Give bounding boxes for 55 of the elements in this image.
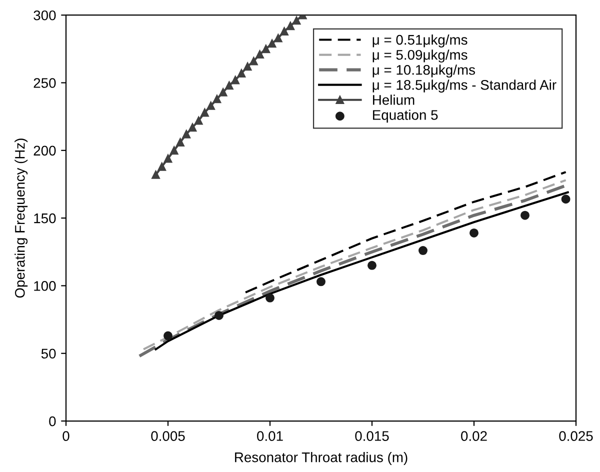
x-tick-label: 0.005 (151, 431, 185, 441)
y-tick-label: 0 (49, 416, 56, 426)
legend-label: Helium (373, 94, 414, 105)
point (520, 210, 530, 220)
line-series (244, 171, 567, 294)
y-tick-label: 250 (34, 78, 56, 88)
point (200, 108, 209, 117)
legend-label: μ = 10.18μkg/ms (372, 64, 476, 78)
point (212, 94, 222, 104)
point (170, 146, 178, 155)
point (218, 88, 228, 96)
y-tick-label: 50 (41, 348, 56, 359)
point (164, 154, 172, 163)
point (214, 310, 224, 320)
y-tick-label: 300 (34, 10, 56, 20)
point (262, 44, 270, 54)
x-tick-label: 0 (62, 431, 70, 441)
point (368, 260, 376, 270)
point (188, 123, 197, 132)
point (286, 22, 295, 30)
point (268, 39, 276, 48)
point (266, 293, 274, 302)
point (206, 102, 216, 110)
y-tick-label: 200 (34, 146, 56, 156)
point (225, 81, 234, 90)
point (561, 194, 570, 204)
point (176, 138, 184, 146)
point (182, 130, 191, 138)
point (250, 56, 258, 66)
y-tick-label: 150 (34, 213, 56, 224)
point (418, 246, 428, 256)
x-tick-label: 0.025 (559, 431, 593, 441)
x-tick-label: 0.01 (257, 431, 283, 441)
point (280, 27, 288, 36)
point (158, 162, 166, 171)
point (164, 331, 172, 340)
point (256, 50, 264, 59)
legend-label: μ = 0.51μkg/ms (372, 34, 468, 48)
legend-label: μ = 5.09μkg/ms (372, 50, 468, 63)
point (152, 170, 160, 179)
x-axis-title: Resonator Throat radius (m) (235, 452, 408, 465)
point (243, 62, 252, 71)
point (316, 277, 326, 286)
point (231, 76, 240, 84)
point (194, 116, 203, 125)
point (470, 228, 478, 238)
x-tick-label: 0.015 (355, 431, 389, 441)
x-tick-label: 0.02 (461, 431, 487, 441)
legend-label: μ = 18.5μkg/ms - Standard Air (372, 80, 556, 93)
point (292, 16, 301, 25)
y-tick-label: 100 (34, 281, 56, 291)
point (237, 69, 246, 78)
y-axis-title: Operating Frequency (Hz) (14, 138, 28, 298)
point (274, 34, 282, 42)
legend-label: Equation 5 (373, 110, 438, 123)
